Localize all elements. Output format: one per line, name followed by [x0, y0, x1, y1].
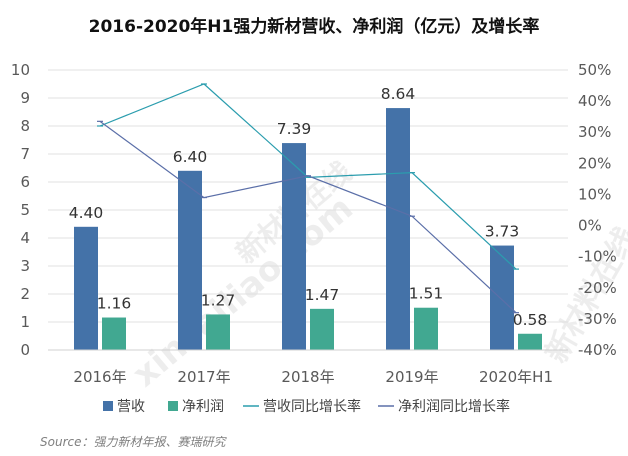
- right-tick-label: -40%: [578, 341, 617, 359]
- x-axis: 2016年 2017年 2018年 2019年 2020年H1: [48, 349, 568, 386]
- right-tick-label: 40%: [578, 92, 611, 110]
- legend-swatch: [103, 401, 113, 411]
- left-tick-label: 6: [20, 173, 30, 191]
- x-tick-label: 2016年: [73, 368, 126, 386]
- legend-swatch: [168, 401, 178, 411]
- left-tick-label: 3: [20, 257, 30, 275]
- left-tick-label: 2: [20, 285, 30, 303]
- right-tick-label: 50%: [578, 61, 611, 79]
- data-labels: 4.40 6.40 7.39 8.64 3.73 1.16 1.27 1.47 1.51 0.58: [69, 85, 548, 329]
- left-axis: 0 1 2 3 4 5 6 7 8 9 10: [11, 61, 30, 359]
- bar-净利润: [310, 308, 334, 350]
- legend-label: 净利润同比增长率: [398, 398, 510, 415]
- source-note: Source：强力新材年报、赛瑞研究: [40, 435, 227, 449]
- left-tick-label: 8: [20, 117, 30, 135]
- bar-value-label: 1.51: [409, 285, 444, 303]
- x-tick-label: 2020年H1: [479, 368, 553, 386]
- bar-净利润: [102, 317, 126, 350]
- x-tick-label: 2017年: [177, 368, 230, 386]
- bar-value-label: 6.40: [173, 148, 208, 166]
- bar-value-label: 1.16: [97, 295, 132, 313]
- right-tick-label: -20%: [578, 279, 617, 297]
- legend-label: 净利润: [182, 399, 224, 415]
- bar-value-label: 0.58: [513, 311, 548, 329]
- bar-value-label: 7.39: [277, 120, 312, 138]
- left-tick-label: 9: [20, 89, 30, 107]
- lines: [97, 83, 519, 314]
- bar-净利润: [206, 314, 230, 350]
- left-tick-label: 4: [20, 229, 30, 247]
- bar-净利润: [518, 333, 542, 350]
- right-tick-label: 10%: [578, 185, 611, 203]
- bar-value-label: 4.40: [69, 204, 104, 222]
- bar-营收: [178, 170, 202, 350]
- bar-value-label: 1.47: [305, 286, 340, 304]
- bar-value-label: 1.27: [201, 291, 236, 309]
- bar-营收: [74, 226, 98, 350]
- x-tick-label: 2019年: [385, 368, 438, 386]
- bar-营收: [282, 143, 306, 350]
- left-tick-label: 7: [20, 145, 30, 163]
- right-axis: -40% -30% -20% -10% 0% 10% 20% 30% 40% 50%: [578, 61, 617, 359]
- bar-value-label: 3.73: [485, 223, 520, 241]
- grid: [48, 69, 568, 323]
- legend-label: 营收: [117, 399, 145, 415]
- left-tick-label: 0: [20, 341, 30, 359]
- right-tick-label: -10%: [578, 248, 617, 266]
- right-tick-label: 0%: [578, 217, 602, 235]
- bar-净利润: [414, 307, 438, 350]
- bars: [74, 108, 542, 350]
- chart-title: 2016-2020年H1强力新材营收、净利润（亿元）及增长率: [89, 16, 540, 37]
- bar-value-label: 8.64: [381, 85, 416, 103]
- right-tick-label: 30%: [578, 123, 611, 141]
- legend: 营收 净利润 营收同比增长率 净利润同比增长率: [103, 398, 510, 415]
- legend-label: 营收同比增长率: [263, 398, 361, 415]
- x-tick-label: 2018年: [281, 368, 334, 386]
- right-tick-label: 20%: [578, 154, 611, 172]
- right-tick-label: -30%: [578, 310, 617, 328]
- left-tick-label: 10: [11, 61, 30, 79]
- bar-营收: [490, 245, 514, 350]
- bar-营收: [386, 108, 410, 350]
- left-tick-label: 5: [20, 201, 30, 219]
- left-tick-label: 1: [20, 313, 30, 331]
